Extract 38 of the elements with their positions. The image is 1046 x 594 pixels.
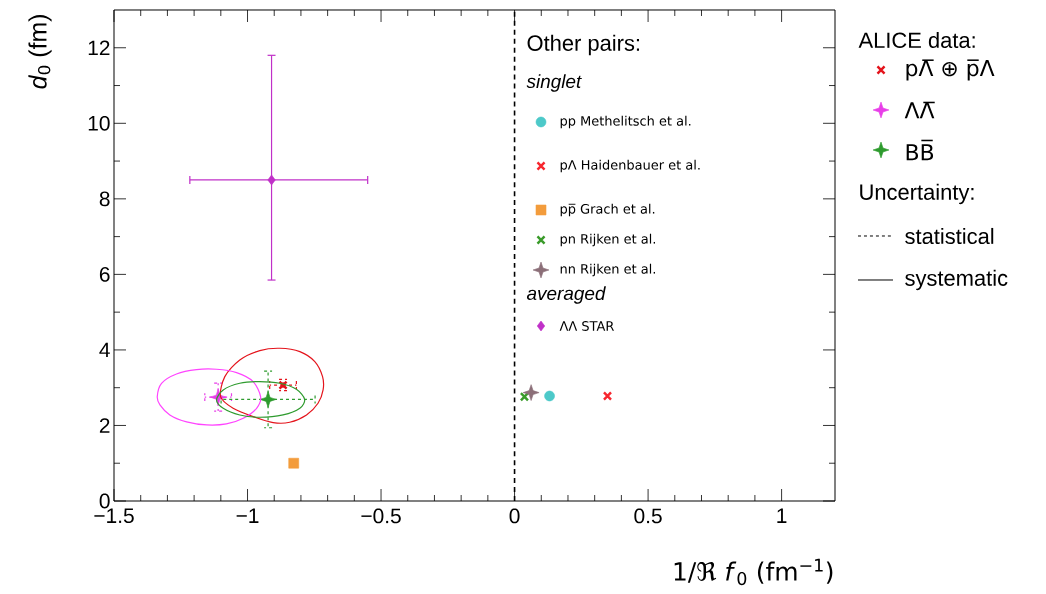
point [267, 174, 276, 186]
x-tick-label: 0 [509, 508, 520, 524]
legend-label: pp Methelitsch et al. [560, 115, 691, 129]
point [522, 384, 540, 401]
y-tick-label: 8 [99, 191, 110, 207]
x-tick-label: −1.5 [94, 508, 134, 524]
y-tick-label: 10 [88, 115, 110, 131]
legend-label: ΛΛ̅ [904, 101, 935, 119]
point [288, 457, 299, 469]
text: systematic [905, 269, 1008, 291]
legend-label: pp̅ Grach et al. [560, 203, 655, 217]
x-tick-label: −0.5 [361, 508, 401, 524]
y-tick-label: 4 [99, 342, 110, 358]
annotation: averaged [526, 286, 606, 304]
x-axis-title: 1/ℜ f$_{0}$ (fm$^{−1}$) [674, 558, 833, 586]
x-tick-label: 0.5 [634, 508, 662, 524]
text: statistical [905, 227, 994, 245]
point [259, 391, 277, 408]
legend-label: nn Rijken et al. [560, 263, 655, 277]
legend-label: ΛΛ STAR [559, 321, 614, 331]
y-tick-label: 0 [99, 493, 110, 509]
point [602, 391, 613, 401]
y-axis-title: d$_{0}$ (fm) [28, 15, 52, 89]
legend-label: pΛ̅ ⊕ p̅Λ [906, 59, 995, 81]
point [519, 391, 530, 402]
point [544, 390, 555, 402]
annotation: singlet [526, 74, 582, 92]
x-tick-label: −1 [236, 508, 259, 523]
y-tick-label: 2 [99, 418, 110, 433]
legend-label: BB̅ [906, 139, 934, 161]
annotation: Other pairs: [527, 34, 639, 56]
y-tick-label: 12 [88, 40, 110, 56]
x-tick-label: 1 [777, 508, 787, 523]
text: Uncertainty: [860, 183, 974, 205]
y-tick-label: 6 [99, 266, 110, 282]
legend-label: pΛ Haidenbauer et al. [560, 159, 700, 173]
legend-label: pn Rijken et al. [560, 233, 656, 247]
legend-title: ALICE data: [858, 31, 975, 49]
